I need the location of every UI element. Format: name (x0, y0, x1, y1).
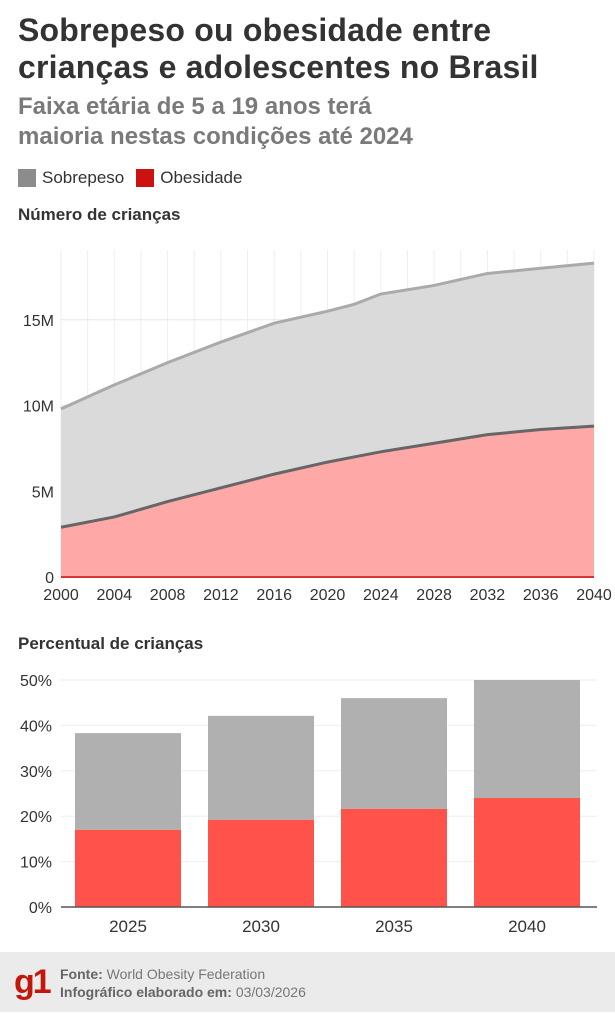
x-tick-label: 2008 (150, 587, 186, 604)
line-sobrepeso-top (60, 261, 595, 411)
line-obesidade-top (60, 424, 595, 529)
bar-x-tick-label: 2025 (109, 917, 147, 936)
legend-swatch-obesidade (136, 169, 155, 187)
bar-y-tick-label: 10% (20, 855, 52, 872)
bar-x-tick-label: 2030 (242, 917, 280, 936)
legend-label-sobrepeso: Sobrepeso (42, 168, 125, 187)
bar-obesidade-2035 (341, 808, 447, 907)
area-obesidade (61, 426, 594, 577)
x-tick-label: 2032 (470, 587, 506, 604)
legend: Sobrepeso Obesidade (18, 168, 242, 188)
x-tick-label: 2036 (523, 587, 559, 604)
y-tick-label: 0 (45, 570, 54, 587)
source-value: World Obesity Federation (106, 966, 266, 982)
bar-x-tick-label: 2040 (508, 917, 546, 936)
bar-y-tick-label: 20% (20, 809, 52, 826)
y-tick-label: 10M (23, 399, 54, 416)
chart-subtitle: Faixa etária de 5 a 19 anos terá maioria… (18, 92, 413, 152)
bar-sobrepeso-2040 (474, 680, 580, 799)
x-tick-label: 2028 (416, 587, 452, 604)
bar-y-tick-label: 40% (20, 718, 52, 735)
bar-obesidade-2030 (208, 819, 314, 907)
legend-swatch-sobrepeso (18, 169, 36, 187)
date-line: Infográfico elaborado em: 03/03/2026 (60, 984, 306, 1000)
chart-title: Sobrepeso ou obesidade entre crianças e … (18, 12, 615, 86)
date-label: Infográfico elaborado em: (60, 984, 232, 1000)
title-line-1: Sobrepeso ou obesidade entre (18, 12, 492, 48)
bar-y-tick-label: 30% (20, 764, 52, 781)
bar-y-tick-label: 50% (20, 673, 52, 690)
y-tick-label: 5M (32, 484, 54, 501)
g1-logo: g1 (14, 963, 52, 1001)
source-label: Fonte: (60, 966, 103, 982)
area-sobrepeso (61, 263, 594, 528)
x-tick-label: 2000 (43, 587, 79, 604)
bar-y-tick-label: 0% (29, 900, 52, 917)
x-tick-label: 2004 (97, 587, 133, 604)
bar-chart-title: Percentual de crianças (18, 634, 204, 653)
source-line: Fonte: World Obesity Federation (60, 966, 265, 982)
title-line-2: crianças e adolescentes no Brasil (18, 49, 539, 85)
legend-label-obesidade: Obesidade (160, 168, 243, 187)
subtitle-line-2: maioria nestas condições até 2024 (18, 123, 413, 150)
bar-obesidade-2040 (474, 798, 580, 907)
x-tick-label: 2020 (310, 587, 346, 604)
y-tick-label: 15M (23, 313, 54, 330)
bar-sobrepeso-2025 (75, 733, 181, 830)
date-value: 03/03/2026 (235, 984, 306, 1000)
x-tick-label: 2040 (576, 587, 612, 604)
bar-sobrepeso-2030 (208, 715, 314, 820)
x-tick-label: 2012 (203, 587, 239, 604)
subtitle-line-1: Faixa etária de 5 a 19 anos terá (18, 93, 372, 120)
x-tick-label: 2016 (256, 587, 292, 604)
bar-obesidade-2025 (75, 829, 181, 907)
bar-sobrepeso-2035 (341, 698, 447, 809)
bar-x-tick-label: 2035 (375, 917, 413, 936)
footer (0, 952, 615, 1012)
x-tick-label: 2024 (363, 587, 399, 604)
area-chart-title: Número de crianças (18, 205, 181, 224)
